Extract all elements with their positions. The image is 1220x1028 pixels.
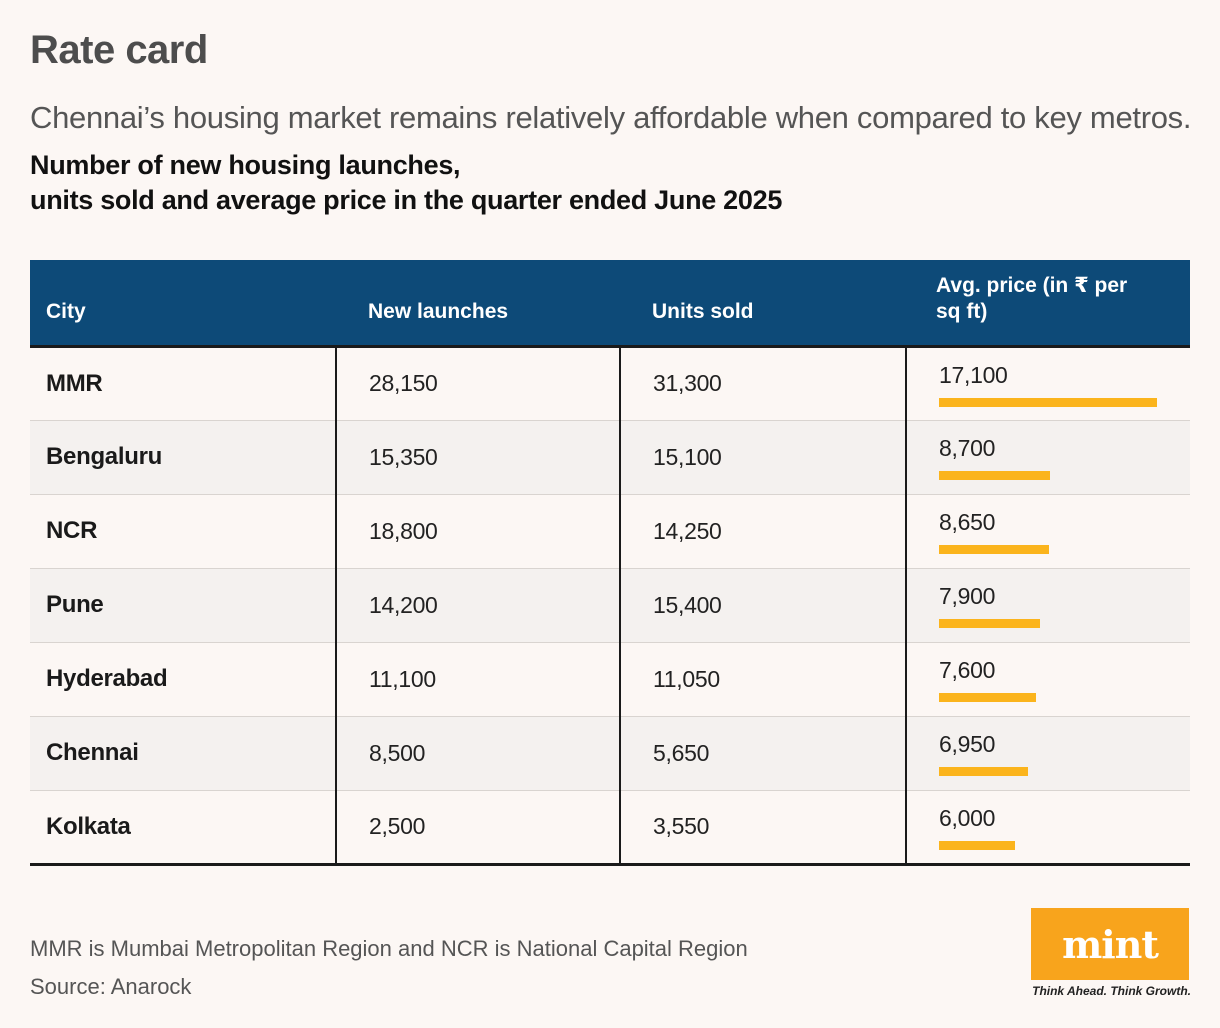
cell-city: Kolkata [30, 790, 336, 866]
table-row: NCR 18,800 14,250 8,650 [30, 494, 1190, 569]
table-row: Hyderabad 11,100 11,050 7,600 [30, 642, 1190, 717]
rate-card-table: City New launches Units sold Avg. price … [30, 260, 1190, 866]
avg-price-bar [939, 618, 1040, 628]
table-row: Kolkata 2,500 3,550 6,000 [30, 790, 1190, 866]
column-header-city: City [30, 260, 336, 348]
cell-city: Hyderabad [30, 642, 336, 717]
chart-title: Number of new housing launches, units so… [30, 148, 782, 218]
avg-price-label: 6,000 [939, 804, 996, 831]
cell-new-launches: 28,150 [335, 346, 620, 421]
cell-units-sold: 15,400 [619, 568, 906, 643]
column-header-new-launches: New launches [336, 260, 620, 348]
avg-price-bar [939, 692, 1036, 702]
cell-avg-price: 6,000 [905, 790, 1190, 866]
chart-title-line-1: Number of new housing launches, [30, 150, 461, 180]
table-row: Pune 14,200 15,400 7,900 [30, 568, 1190, 643]
avg-price-bar [939, 544, 1049, 554]
avg-price-label: 8,650 [939, 508, 996, 535]
footnote: MMR is Mumbai Metropolitan Region and NC… [30, 930, 748, 1006]
cell-units-sold: 14,250 [619, 494, 906, 569]
cell-avg-price: 6,950 [905, 716, 1190, 791]
cell-units-sold: 5,650 [619, 716, 906, 791]
brand-tagline: Think Ahead. Think Growth. [1032, 984, 1191, 998]
cell-units-sold: 3,550 [619, 790, 906, 866]
cell-units-sold: 11,050 [619, 642, 906, 717]
cell-units-sold: 31,300 [619, 346, 906, 421]
avg-price-label: 17,100 [939, 361, 1008, 388]
avg-price-label: 7,900 [939, 582, 996, 609]
mint-logo-text: mint [1062, 921, 1159, 967]
cell-new-launches: 8,500 [335, 716, 620, 791]
table-row: Bengaluru 15,350 15,100 8,700 [30, 420, 1190, 495]
table-row: Chennai 8,500 5,650 6,950 [30, 716, 1190, 791]
avg-price-bar [939, 470, 1050, 480]
footnote-definition: MMR is Mumbai Metropolitan Region and NC… [30, 936, 748, 961]
column-header-units-sold: Units sold [620, 260, 906, 348]
table-body: MMR 28,150 31,300 17,100 Bengaluru 15,350 15,1… [30, 346, 1190, 866]
cell-new-launches: 18,800 [335, 494, 620, 569]
page-subtitle: Chennai’s housing market remains relativ… [30, 100, 1192, 135]
cell-avg-price: 8,700 [905, 420, 1190, 495]
cell-city: NCR [30, 494, 336, 569]
cell-city: Pune [30, 568, 336, 643]
cell-city: MMR [30, 346, 336, 421]
table-header-row: City New launches Units sold Avg. price … [30, 260, 1190, 348]
cell-avg-price: 7,600 [905, 642, 1190, 717]
footnote-source: Source: Anarock [30, 974, 192, 999]
cell-avg-price: 8,650 [905, 494, 1190, 569]
cell-avg-price: 7,900 [905, 568, 1190, 643]
cell-city: Bengaluru [30, 420, 336, 495]
mint-logo: mint [1031, 908, 1189, 980]
avg-price-bar [939, 840, 1015, 850]
cell-city: Chennai [30, 716, 336, 791]
cell-units-sold: 15,100 [619, 420, 906, 495]
cell-new-launches: 15,350 [335, 420, 620, 495]
column-header-avg-price: Avg. price (in ₹ per sq ft) [906, 260, 1190, 348]
avg-price-label: 8,700 [939, 434, 996, 461]
chart-title-line-2: units sold and average price in the quar… [30, 185, 783, 215]
cell-new-launches: 2,500 [335, 790, 620, 866]
page-title: Rate card [30, 28, 208, 72]
avg-price-label: 6,950 [939, 730, 996, 757]
avg-price-bar [939, 397, 1157, 407]
table-row: MMR 28,150 31,300 17,100 [30, 346, 1190, 421]
avg-price-label: 7,600 [939, 656, 996, 683]
avg-price-bar [939, 766, 1028, 776]
cell-new-launches: 11,100 [335, 642, 620, 717]
cell-avg-price: 17,100 [905, 346, 1190, 421]
cell-new-launches: 14,200 [335, 568, 620, 643]
